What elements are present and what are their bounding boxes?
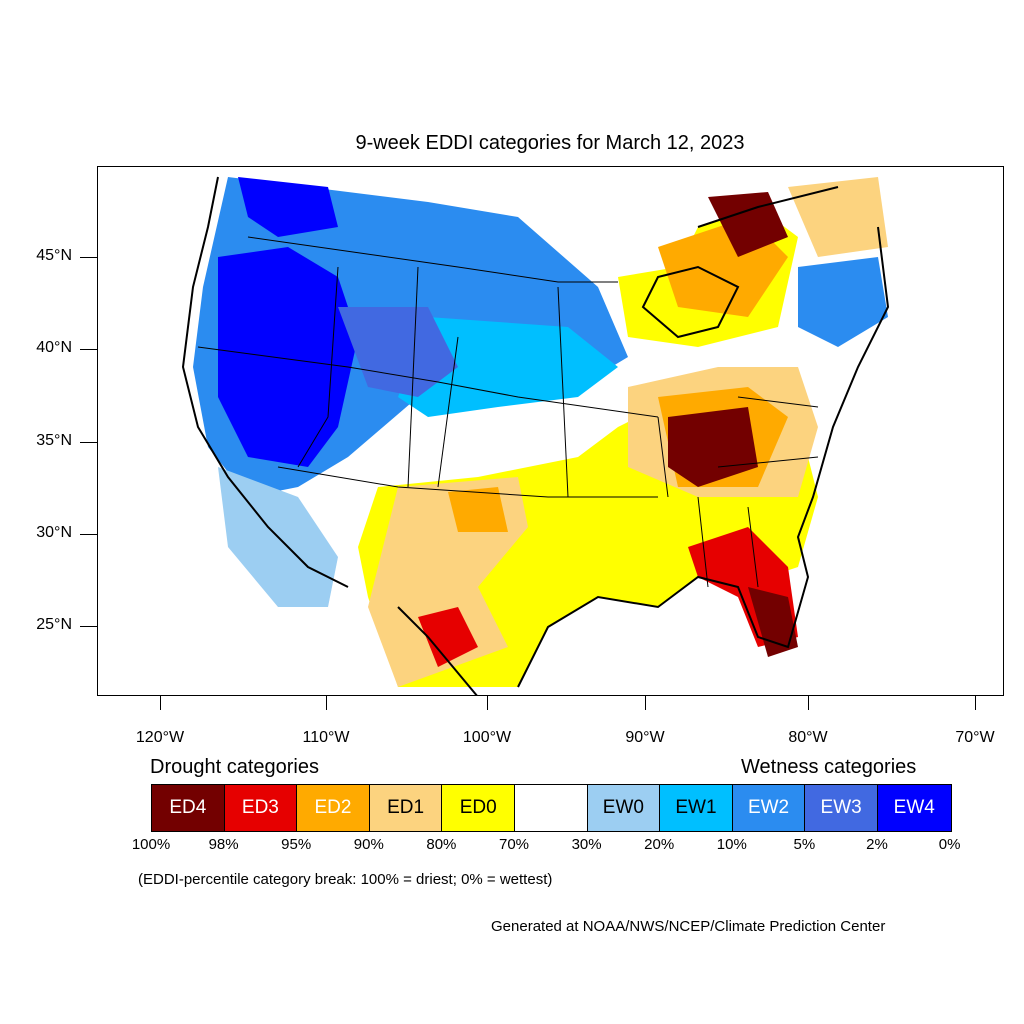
legend-cell-ed3: ED3 bbox=[224, 785, 298, 831]
legend-cell-ew3: EW3 bbox=[805, 785, 878, 831]
percent-break-label: 2% bbox=[866, 836, 888, 853]
lat-label-45: 45°N bbox=[36, 247, 72, 264]
lon-label-100w: 100°W bbox=[462, 729, 512, 746]
region-ew4-west bbox=[218, 247, 358, 467]
legend-cell-normal bbox=[514, 785, 588, 831]
lon-tick bbox=[160, 696, 161, 710]
percent-break-label: 95% bbox=[281, 836, 312, 853]
region-ed3-west-texas bbox=[418, 607, 478, 667]
lat-tick bbox=[80, 534, 97, 535]
percent-break-label: 70% bbox=[498, 836, 530, 853]
lon-label-120w: 120°W bbox=[135, 729, 185, 746]
region-ed4-florida bbox=[748, 587, 798, 657]
lon-label-110w: 110°W bbox=[302, 729, 350, 746]
lat-tick bbox=[80, 257, 97, 258]
legend-cell-ed0: ED0 bbox=[442, 785, 515, 831]
category-note: (EDDI-percentile category break: 100% = … bbox=[138, 871, 553, 888]
region-ew4-northern-rockies bbox=[238, 177, 338, 237]
region-ed4-tennessee bbox=[668, 407, 758, 487]
legend-cell-ed4: ED4 bbox=[152, 785, 225, 831]
percent-break-label: 5% bbox=[793, 836, 816, 853]
region-ed4-ontario bbox=[708, 192, 788, 257]
percent-break-label: 0% bbox=[938, 836, 961, 853]
map-frame bbox=[97, 166, 1004, 696]
percent-break-label: 30% bbox=[571, 836, 602, 853]
lon-tick bbox=[975, 696, 976, 710]
drought-heading: Drought categories bbox=[150, 756, 319, 778]
coastlines bbox=[181, 176, 890, 695]
legend-cell-ew0: EW0 bbox=[587, 785, 661, 831]
region-ed2-panhandle bbox=[448, 487, 508, 532]
percent-break-label: 80% bbox=[426, 836, 457, 853]
boundary-lines bbox=[197, 236, 819, 588]
lon-label-80w: 80°W bbox=[788, 729, 828, 746]
lat-tick bbox=[80, 349, 97, 350]
legend-cell-ed2: ED2 bbox=[297, 785, 370, 831]
percent-break-label: 10% bbox=[716, 836, 747, 853]
wetness-heading: Wetness categories bbox=[741, 756, 917, 778]
lat-label-30: 30°N bbox=[36, 524, 72, 541]
percent-break-label: 98% bbox=[208, 836, 239, 853]
legend-cell-ew2: EW2 bbox=[732, 785, 806, 831]
lon-label-70w: 70°W bbox=[955, 729, 995, 746]
percent-break-label: 100% bbox=[131, 836, 171, 853]
region-ew3-wyoming bbox=[338, 307, 458, 397]
lat-tick bbox=[80, 442, 97, 443]
lon-tick bbox=[487, 696, 488, 710]
lat-label-25: 25°N bbox=[36, 616, 72, 633]
lat-label-35: 35°N bbox=[36, 432, 72, 449]
legend-cell-ed1: ED1 bbox=[369, 785, 443, 831]
color-legend: ED4 ED3 ED2 ED1 ED0 EW0 EW1 EW2 EW3 EW4 bbox=[151, 784, 952, 832]
lat-label-40: 40°N bbox=[36, 339, 72, 356]
lon-tick bbox=[808, 696, 809, 710]
lat-tick bbox=[80, 626, 97, 627]
region-ew2-new-england bbox=[798, 257, 888, 347]
percent-break-label: 90% bbox=[353, 836, 384, 853]
region-ed1-quebec bbox=[788, 177, 888, 257]
lon-tick bbox=[645, 696, 646, 710]
legend-cell-ew1: EW1 bbox=[660, 785, 733, 831]
credit-line: Generated at NOAA/NWS/NCEP/Climate Predi… bbox=[491, 918, 886, 935]
lon-tick bbox=[326, 696, 327, 710]
legend-cell-ew4: EW4 bbox=[877, 785, 951, 831]
percent-break-label: 20% bbox=[644, 836, 675, 853]
eddi-map bbox=[181, 176, 890, 695]
lon-label-90w: 90°W bbox=[625, 729, 665, 746]
map-title: 9-week EDDI categories for March 12, 202… bbox=[355, 132, 745, 154]
